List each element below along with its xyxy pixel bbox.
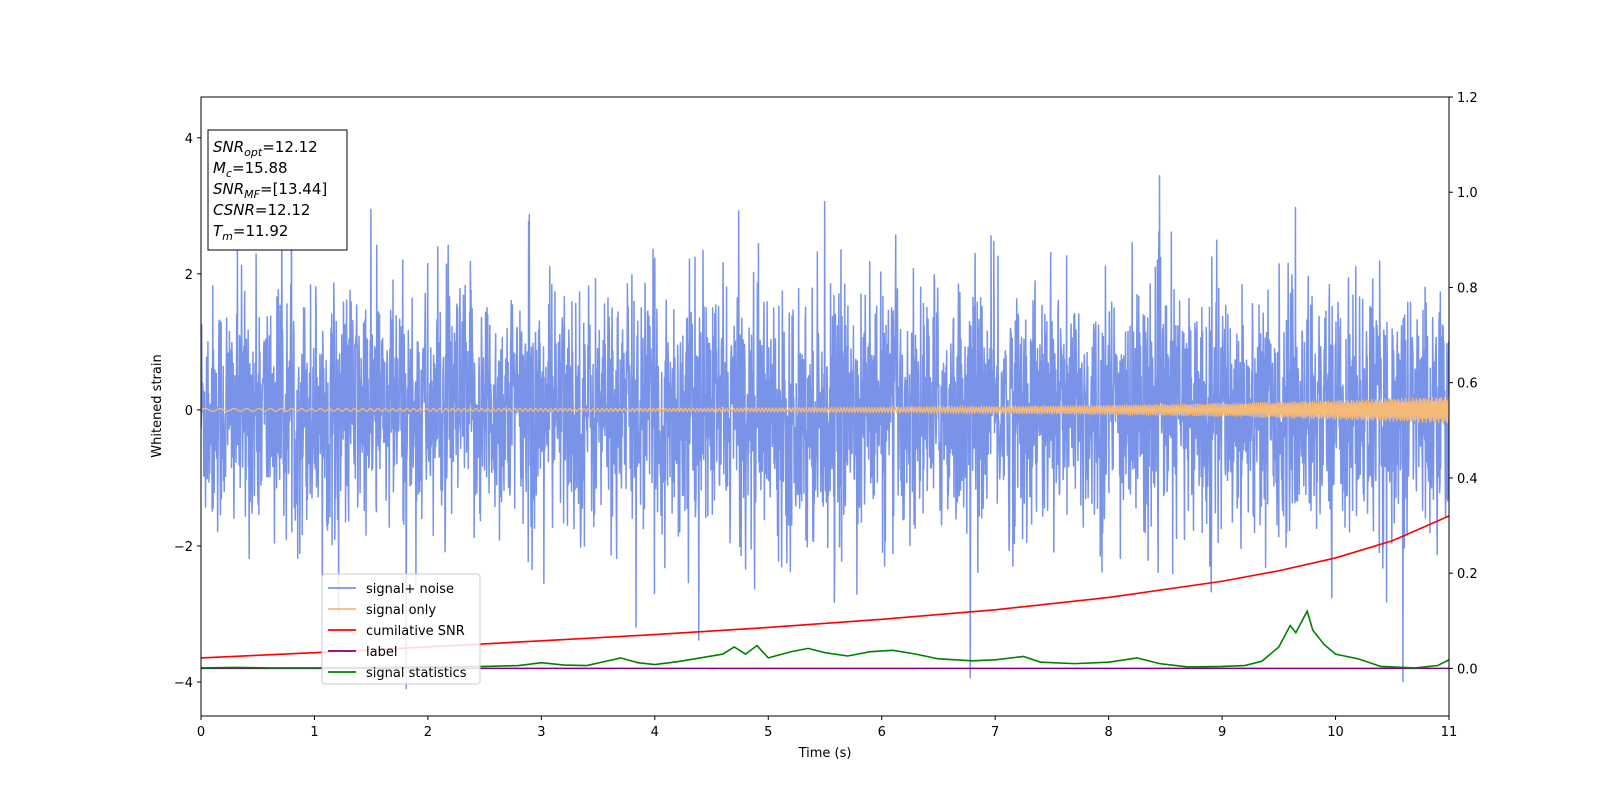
- series-signal-noise: [201, 174, 1449, 690]
- annotation-line: Mc=15.88: [213, 159, 288, 180]
- annotation-symbol: CSNR: [213, 201, 255, 219]
- annotation-line: SNRMF=[13.44]: [213, 180, 327, 201]
- x-tick-label: 10: [1327, 725, 1344, 740]
- annotation-box: SNRopt=12.12Mc=15.88SNRMF=[13.44]CSNR=12…: [207, 129, 348, 251]
- annotation-value: =15.88: [232, 159, 288, 177]
- y2-tick-label: 0.6: [1457, 377, 1478, 392]
- y-tick-label: 4: [185, 132, 193, 147]
- plot-frame: [200, 96, 1450, 717]
- x-tick-label: 7: [991, 725, 999, 740]
- legend-label: signal statistics: [366, 666, 467, 681]
- y-tick-label: −4: [174, 676, 193, 691]
- annotation-value: =11.92: [233, 222, 289, 240]
- x-axis: 0 1 2 3 4 5 6 7 8 9 10 11: [197, 716, 1457, 740]
- annotation-value: =12.12: [262, 138, 318, 156]
- x-tick-label: 1: [310, 725, 318, 740]
- x-axis-label: Time (s): [798, 746, 852, 761]
- x-tick-label: 3: [537, 725, 545, 740]
- series-signal-only: [201, 396, 1449, 424]
- annotation-line: SNRopt=12.12: [213, 138, 318, 159]
- annotation-subscript: c: [226, 167, 232, 180]
- x-tick-label: 8: [1104, 725, 1112, 740]
- annotation-line: Tm=11.92: [213, 222, 288, 243]
- x-tick-label: 2: [424, 725, 432, 740]
- annotation-symbol: M: [213, 159, 226, 177]
- x-tick-label: 9: [1218, 725, 1226, 740]
- x-tick-label: 0: [197, 725, 205, 740]
- x-tick-label: 6: [878, 725, 886, 740]
- legend-label: label: [366, 645, 397, 660]
- annotation-box-frame: [207, 129, 348, 251]
- annotation-symbol: SNR: [213, 180, 244, 198]
- y-tick-label: −2: [174, 540, 193, 555]
- y2-tick-label: 1.2: [1457, 91, 1478, 106]
- y2-tick-label: 0.8: [1457, 281, 1478, 296]
- y2-tick-label: 0.2: [1457, 567, 1478, 582]
- annotation-line: CSNR=12.12: [213, 201, 310, 219]
- annotation-subscript: MF: [244, 188, 260, 201]
- y-axis-right: 0.0 0.2 0.4 0.6 0.8 1.0 1.2: [1449, 91, 1478, 677]
- legend-label: signal only: [366, 603, 436, 618]
- legend-label: signal+ noise: [366, 582, 454, 597]
- y-axis-left: −4 −2 0 2 4: [174, 132, 201, 691]
- y2-tick-label: 0.0: [1457, 662, 1478, 677]
- annotation-subscript: opt: [244, 146, 263, 159]
- annotation-value: =12.12: [255, 201, 311, 219]
- x-tick-label: 5: [764, 725, 772, 740]
- annotation-symbol: SNR: [213, 138, 244, 156]
- x-tick-label: 4: [651, 725, 659, 740]
- y2-tick-label: 1.0: [1457, 186, 1478, 201]
- annotation-symbol: T: [213, 222, 224, 240]
- y-tick-label: 0: [185, 404, 193, 419]
- series-signal-statistics: [201, 609, 1449, 669]
- annotation-value: =[13.44]: [260, 180, 327, 198]
- annotation-subscript: m: [222, 230, 233, 243]
- legend-label: cumilative SNR: [366, 624, 465, 639]
- y-tick-label: 2: [185, 268, 193, 283]
- y2-tick-label: 0.4: [1457, 472, 1478, 487]
- legend: signal+ noise signal only cumilative SNR la…: [321, 573, 481, 685]
- legend-frame: [321, 573, 481, 685]
- y-axis-label: Whitened strain: [150, 354, 165, 457]
- x-tick-label: 11: [1441, 725, 1458, 740]
